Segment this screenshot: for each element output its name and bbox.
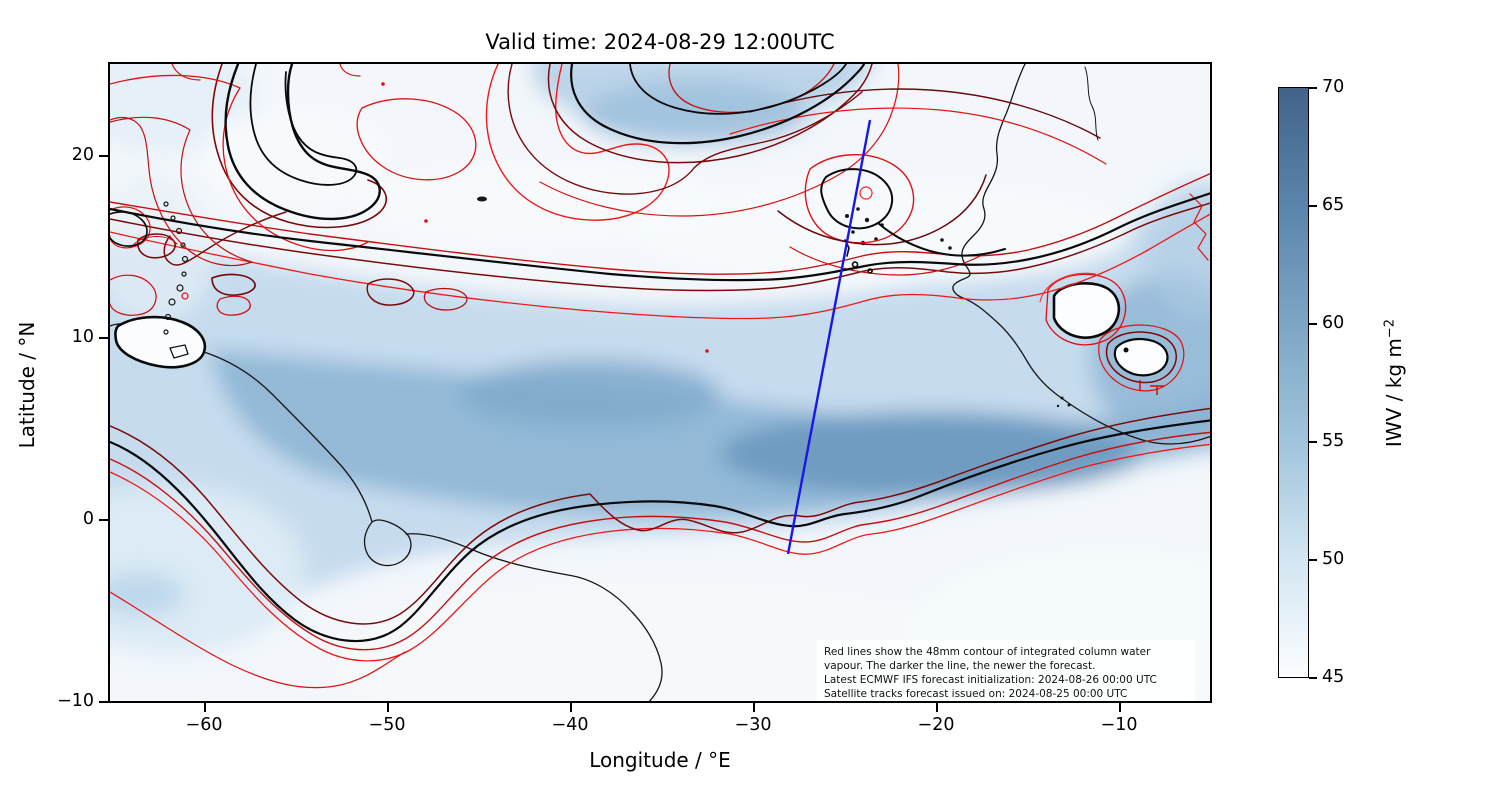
annotation-line-3: Latest ECMWF IFS forecast initialization… — [824, 674, 1157, 686]
y-tick-mark — [99, 337, 108, 339]
coast-brazil — [405, 533, 663, 701]
annotation-line-2: vapour. The darker the line, the newer t… — [824, 660, 1096, 672]
iwv-field — [110, 64, 1210, 701]
island-trinidad — [169, 344, 189, 359]
satellite-track-line — [786, 119, 872, 555]
colorbar-tick-mark — [1309, 205, 1317, 207]
colorbar-tick-mark — [1309, 87, 1317, 89]
x-tick-label: −60 — [185, 715, 223, 735]
colorbar-tick-label: 50 — [1322, 549, 1345, 569]
coast-southamerica — [203, 351, 373, 523]
annotation-box: Red lines show the 48mm contour of integ… — [817, 640, 1195, 701]
contours-black — [110, 64, 1210, 643]
x-axis: −60 −50 −40 −30 −20 −10 — [108, 703, 1212, 763]
coastlines — [110, 64, 1210, 701]
coast-venezuela-blob — [114, 315, 207, 369]
colorbar — [1278, 87, 1309, 678]
x-tick-label: −50 — [368, 715, 406, 735]
dry-holes — [1039, 272, 1185, 395]
colorbar-label: IWV / kg m−2 — [1382, 213, 1408, 553]
x-tick-mark — [1119, 703, 1121, 712]
contours-red — [110, 64, 1210, 689]
annotation-line-4: Satellite tracks forecast issued on: 202… — [824, 688, 1128, 700]
x-tick-label: −20 — [917, 715, 955, 735]
x-tick-label: −30 — [734, 715, 772, 735]
colorbar-tick-label: 65 — [1322, 195, 1345, 215]
colorbar-tick-label: 45 — [1322, 667, 1345, 687]
y-tick-label: 20 — [71, 145, 94, 165]
colorbar-tick-label: 60 — [1322, 313, 1345, 333]
map-svg — [110, 64, 1210, 701]
x-tick-mark — [753, 703, 755, 712]
figure-title: Valid time: 2024-08-29 12:00UTC — [485, 30, 835, 54]
colorbar-tick-label: 70 — [1322, 77, 1345, 97]
coast-africa-inland — [1084, 66, 1099, 141]
islands-bijagos — [1056, 396, 1071, 408]
x-axis-label: Longitude / °E — [589, 748, 731, 772]
coast-africa — [952, 64, 1210, 445]
y-tick-label: 10 — [71, 327, 94, 347]
x-tick-mark — [570, 703, 572, 712]
x-tick-label: −40 — [551, 715, 589, 735]
colorbar-tick-mark — [1309, 677, 1317, 679]
islands-antilles — [163, 201, 189, 335]
y-tick-label: 0 — [82, 509, 94, 529]
colorbar-label-text: IWV / kg m — [1382, 338, 1406, 448]
colorbar-tick-mark — [1309, 441, 1317, 443]
annotation-line-1: Red lines show the 48mm contour of integ… — [824, 646, 1151, 658]
y-tick-mark — [99, 519, 108, 521]
x-tick-mark — [387, 703, 389, 712]
colorbar-tick-label: 55 — [1322, 431, 1345, 451]
colorbar-tick-mark — [1309, 323, 1317, 325]
islet-mark — [477, 196, 487, 202]
colorbar-tick-mark — [1309, 559, 1317, 561]
x-tick-mark — [204, 703, 206, 712]
x-tick-mark — [936, 703, 938, 712]
y-tick-mark — [99, 155, 108, 157]
y-tick-mark — [99, 701, 108, 703]
x-tick-label: −10 — [1100, 715, 1138, 735]
y-axis-label: Latitude / °N — [15, 321, 39, 449]
y-tick-label: −10 — [57, 691, 94, 711]
y-axis: 20 10 0 −10 — [0, 62, 108, 711]
colorbar-label-exponent: −2 — [1382, 318, 1398, 339]
coast-amazon-delta — [363, 519, 412, 567]
map-plot: Red lines show the 48mm contour of integ… — [108, 62, 1212, 703]
